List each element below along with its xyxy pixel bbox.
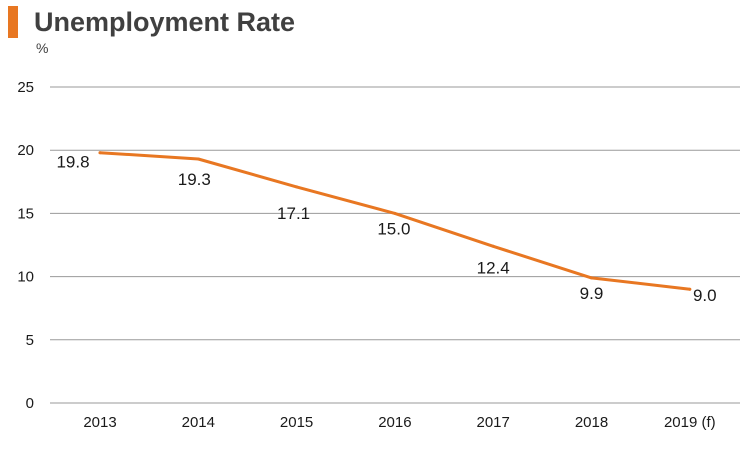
y-axis-ticks: 0 5 10 15 20 25 bbox=[17, 79, 34, 412]
data-label: 9.9 bbox=[580, 284, 604, 303]
y-tick-label: 10 bbox=[17, 269, 34, 286]
y-tick-label: 15 bbox=[17, 205, 34, 222]
data-label: 17.1 bbox=[277, 204, 310, 223]
x-tick-label: 2013 bbox=[83, 414, 116, 431]
x-tick-label: 2016 bbox=[378, 414, 411, 431]
y-tick-label: 0 bbox=[26, 395, 34, 412]
x-tick-label: 2019 (f) bbox=[664, 414, 716, 431]
data-point bbox=[590, 276, 593, 280]
x-tick-label: 2014 bbox=[182, 414, 215, 431]
data-point bbox=[491, 244, 495, 248]
data-label: 19.8 bbox=[56, 153, 89, 172]
data-point bbox=[98, 151, 102, 155]
data-label: 15.0 bbox=[377, 219, 410, 238]
y-tick-label: 5 bbox=[26, 332, 34, 349]
y-tick-label: 25 bbox=[17, 79, 34, 96]
x-tick-label: 2017 bbox=[477, 414, 510, 431]
series-layer bbox=[98, 151, 692, 291]
y-axis-unit-label: % bbox=[36, 40, 49, 56]
data-labels: 19.8 19.3 17.1 15.0 12.4 9.9 9.0 bbox=[56, 153, 716, 306]
x-tick-label: 2018 bbox=[575, 414, 608, 431]
data-label: 19.3 bbox=[178, 170, 211, 189]
x-tick-label: 2015 bbox=[280, 414, 313, 431]
x-axis-ticks: 2013 2014 2015 2016 2017 2018 2019 (f) bbox=[83, 414, 715, 431]
data-point bbox=[196, 157, 200, 161]
data-label: 9.0 bbox=[693, 286, 717, 305]
data-point bbox=[688, 287, 692, 291]
title-accent-bar bbox=[8, 6, 18, 38]
gridlines bbox=[50, 86, 740, 404]
data-label: 12.4 bbox=[477, 258, 510, 277]
data-point bbox=[295, 185, 299, 189]
chart-title: Unemployment Rate bbox=[34, 7, 296, 37]
y-tick-label: 20 bbox=[17, 142, 34, 159]
data-point bbox=[393, 211, 397, 215]
